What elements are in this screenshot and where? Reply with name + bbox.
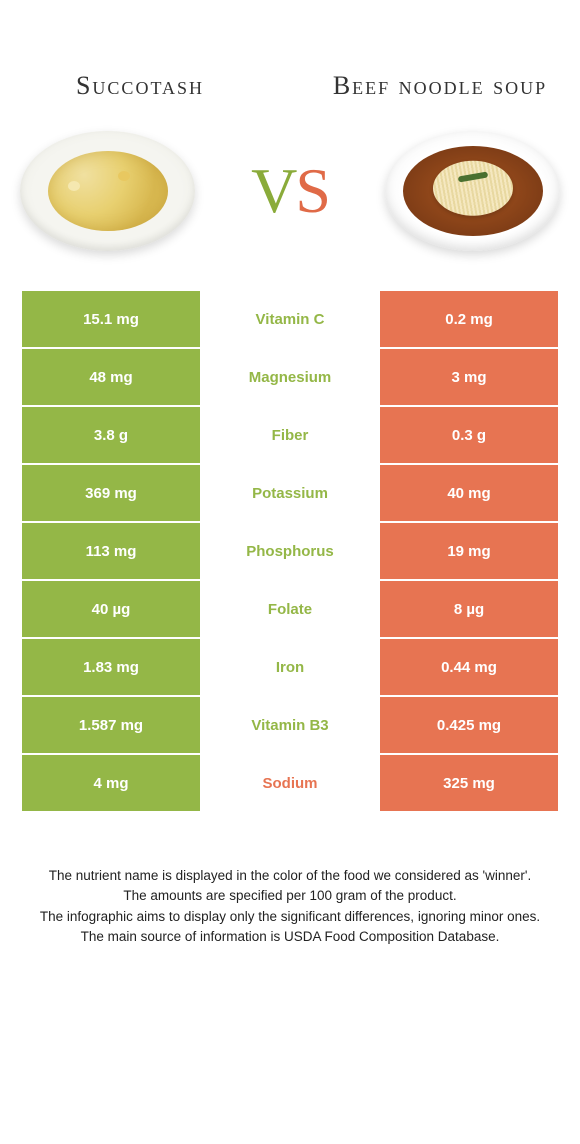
- food-title-right: Beef noodle soup: [330, 70, 550, 101]
- footer-text: The nutrient name is displayed in the co…: [35, 866, 545, 947]
- nutrient-table: 15.1 mgVitamin C0.2 mg48 mgMagnesium3 mg…: [22, 291, 558, 811]
- value-right: 0.44 mg: [380, 639, 558, 695]
- beef-noodle-soup-image: [385, 131, 560, 251]
- value-left: 48 mg: [22, 349, 200, 405]
- nutrient-label: Potassium: [200, 465, 380, 521]
- value-left: 40 µg: [22, 581, 200, 637]
- food-title-left: Succotash: [30, 70, 250, 101]
- vs-s: S: [295, 155, 329, 226]
- nutrient-label: Sodium: [200, 755, 380, 811]
- value-right: 8 µg: [380, 581, 558, 637]
- nutrient-label: Magnesium: [200, 349, 380, 405]
- value-left: 1.83 mg: [22, 639, 200, 695]
- value-left: 3.8 g: [22, 407, 200, 463]
- value-left: 15.1 mg: [22, 291, 200, 347]
- value-right: 40 mg: [380, 465, 558, 521]
- vs-v: V: [251, 155, 295, 226]
- value-left: 369 mg: [22, 465, 200, 521]
- table-row: 40 µgFolate8 µg: [22, 581, 558, 637]
- images-row: VS: [0, 101, 580, 291]
- value-left: 4 mg: [22, 755, 200, 811]
- nutrient-label: Vitamin C: [200, 291, 380, 347]
- table-row: 369 mgPotassium40 mg: [22, 465, 558, 521]
- value-right: 0.425 mg: [380, 697, 558, 753]
- table-row: 15.1 mgVitamin C0.2 mg: [22, 291, 558, 347]
- succotash-image: [20, 131, 195, 251]
- vs-label: VS: [251, 154, 329, 228]
- table-row: 4 mgSodium325 mg: [22, 755, 558, 811]
- nutrient-label: Vitamin B3: [200, 697, 380, 753]
- value-right: 0.2 mg: [380, 291, 558, 347]
- value-right: 0.3 g: [380, 407, 558, 463]
- nutrient-label: Fiber: [200, 407, 380, 463]
- table-row: 1.587 mgVitamin B30.425 mg: [22, 697, 558, 753]
- table-row: 48 mgMagnesium3 mg: [22, 349, 558, 405]
- value-right: 3 mg: [380, 349, 558, 405]
- footer-line: The main source of information is USDA F…: [35, 927, 545, 947]
- header-row: Succotash Beef noodle soup: [0, 0, 580, 101]
- value-left: 113 mg: [22, 523, 200, 579]
- table-row: 113 mgPhosphorus19 mg: [22, 523, 558, 579]
- table-row: 1.83 mgIron0.44 mg: [22, 639, 558, 695]
- value-right: 19 mg: [380, 523, 558, 579]
- footer-line: The amounts are specified per 100 gram o…: [35, 886, 545, 906]
- footer-line: The nutrient name is displayed in the co…: [35, 866, 545, 886]
- footer-line: The infographic aims to display only the…: [35, 907, 545, 927]
- value-left: 1.587 mg: [22, 697, 200, 753]
- nutrient-label: Folate: [200, 581, 380, 637]
- nutrient-label: Iron: [200, 639, 380, 695]
- table-row: 3.8 gFiber0.3 g: [22, 407, 558, 463]
- value-right: 325 mg: [380, 755, 558, 811]
- nutrient-label: Phosphorus: [200, 523, 380, 579]
